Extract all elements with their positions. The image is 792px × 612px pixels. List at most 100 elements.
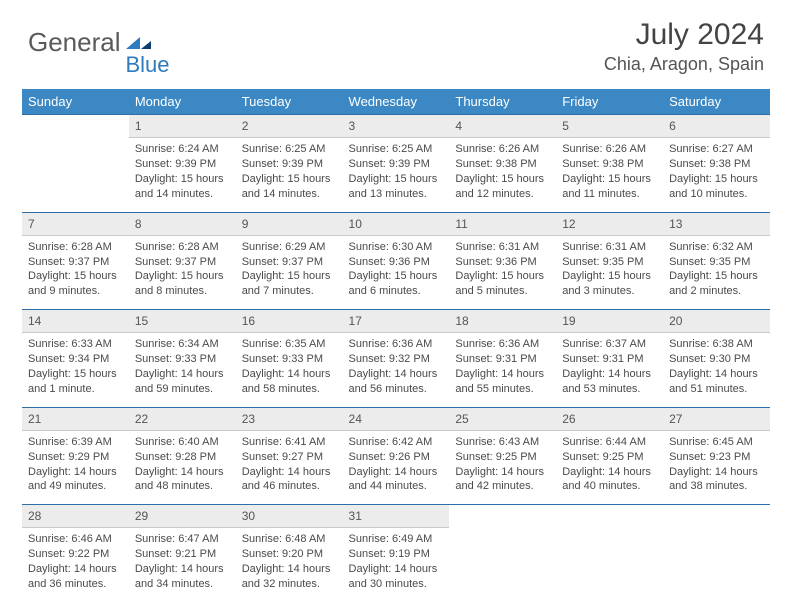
sunrise-line: Sunrise: 6:27 AM <box>669 142 764 157</box>
daylight-line: Daylight: 15 hours and 11 minutes. <box>562 172 657 202</box>
day-number-cell: 27 <box>663 407 770 430</box>
sunrise-line: Sunrise: 6:30 AM <box>349 240 444 255</box>
sunset-line: Sunset: 9:28 PM <box>135 450 230 465</box>
daylight-line: Daylight: 14 hours and 59 minutes. <box>135 367 230 397</box>
day-number-cell: 5 <box>556 115 663 138</box>
sunrise-line: Sunrise: 6:29 AM <box>242 240 337 255</box>
day-content-cell: Sunrise: 6:42 AMSunset: 9:26 PMDaylight:… <box>343 430 450 504</box>
daylight-line: Daylight: 15 hours and 7 minutes. <box>242 269 337 299</box>
sunset-line: Sunset: 9:22 PM <box>28 547 123 562</box>
day-number-cell: 24 <box>343 407 450 430</box>
day-content-cell: Sunrise: 6:36 AMSunset: 9:32 PMDaylight:… <box>343 333 450 407</box>
daylight-line: Daylight: 15 hours and 6 minutes. <box>349 269 444 299</box>
sunrise-line: Sunrise: 6:39 AM <box>28 435 123 450</box>
day-number-cell: 7 <box>22 212 129 235</box>
day-number-cell: 19 <box>556 310 663 333</box>
day-content-cell <box>556 528 663 602</box>
sunrise-line: Sunrise: 6:26 AM <box>562 142 657 157</box>
daylight-line: Daylight: 14 hours and 36 minutes. <box>28 562 123 592</box>
sunrise-line: Sunrise: 6:42 AM <box>349 435 444 450</box>
weekday-header: Friday <box>556 89 663 115</box>
brand-general: General <box>28 27 121 58</box>
daylight-line: Daylight: 15 hours and 14 minutes. <box>135 172 230 202</box>
day-content-cell: Sunrise: 6:25 AMSunset: 9:39 PMDaylight:… <box>236 138 343 212</box>
calendar-body: 123456Sunrise: 6:24 AMSunset: 9:39 PMDay… <box>22 115 770 602</box>
day-number-cell: 17 <box>343 310 450 333</box>
daylight-line: Daylight: 14 hours and 42 minutes. <box>455 465 550 495</box>
day-content-cell: Sunrise: 6:36 AMSunset: 9:31 PMDaylight:… <box>449 333 556 407</box>
daylight-line: Daylight: 15 hours and 12 minutes. <box>455 172 550 202</box>
sunset-line: Sunset: 9:32 PM <box>349 352 444 367</box>
sunrise-line: Sunrise: 6:48 AM <box>242 532 337 547</box>
sunset-line: Sunset: 9:34 PM <box>28 352 123 367</box>
weekday-header: Tuesday <box>236 89 343 115</box>
sunrise-line: Sunrise: 6:33 AM <box>28 337 123 352</box>
day-content-cell: Sunrise: 6:32 AMSunset: 9:35 PMDaylight:… <box>663 235 770 309</box>
day-content-cell: Sunrise: 6:40 AMSunset: 9:28 PMDaylight:… <box>129 430 236 504</box>
sunset-line: Sunset: 9:35 PM <box>562 255 657 270</box>
day-content-cell <box>663 528 770 602</box>
day-number-cell: 23 <box>236 407 343 430</box>
day-number-cell: 10 <box>343 212 450 235</box>
content-row: Sunrise: 6:39 AMSunset: 9:29 PMDaylight:… <box>22 430 770 504</box>
weekday-header-row: Sunday Monday Tuesday Wednesday Thursday… <box>22 89 770 115</box>
sunrise-line: Sunrise: 6:34 AM <box>135 337 230 352</box>
day-number-cell <box>556 505 663 528</box>
sunrise-line: Sunrise: 6:49 AM <box>349 532 444 547</box>
daylight-line: Daylight: 14 hours and 40 minutes. <box>562 465 657 495</box>
daylight-line: Daylight: 14 hours and 58 minutes. <box>242 367 337 397</box>
daylight-line: Daylight: 15 hours and 1 minute. <box>28 367 123 397</box>
sunset-line: Sunset: 9:36 PM <box>455 255 550 270</box>
sunset-line: Sunset: 9:39 PM <box>242 157 337 172</box>
day-number-cell: 11 <box>449 212 556 235</box>
sunset-line: Sunset: 9:33 PM <box>135 352 230 367</box>
day-number-cell: 26 <box>556 407 663 430</box>
day-number-cell: 8 <box>129 212 236 235</box>
sunset-line: Sunset: 9:35 PM <box>669 255 764 270</box>
day-content-cell: Sunrise: 6:24 AMSunset: 9:39 PMDaylight:… <box>129 138 236 212</box>
day-content-cell: Sunrise: 6:25 AMSunset: 9:39 PMDaylight:… <box>343 138 450 212</box>
sunset-line: Sunset: 9:33 PM <box>242 352 337 367</box>
sunrise-line: Sunrise: 6:45 AM <box>669 435 764 450</box>
day-content-cell: Sunrise: 6:35 AMSunset: 9:33 PMDaylight:… <box>236 333 343 407</box>
sunrise-line: Sunrise: 6:28 AM <box>135 240 230 255</box>
content-row: Sunrise: 6:24 AMSunset: 9:39 PMDaylight:… <box>22 138 770 212</box>
daynum-row: 21222324252627 <box>22 407 770 430</box>
daylight-line: Daylight: 14 hours and 51 minutes. <box>669 367 764 397</box>
weekday-header: Wednesday <box>343 89 450 115</box>
sunrise-line: Sunrise: 6:32 AM <box>669 240 764 255</box>
sunset-line: Sunset: 9:19 PM <box>349 547 444 562</box>
day-content-cell: Sunrise: 6:28 AMSunset: 9:37 PMDaylight:… <box>129 235 236 309</box>
sunset-line: Sunset: 9:31 PM <box>562 352 657 367</box>
day-number-cell: 28 <box>22 505 129 528</box>
sunrise-line: Sunrise: 6:26 AM <box>455 142 550 157</box>
sunset-line: Sunset: 9:25 PM <box>455 450 550 465</box>
sunrise-line: Sunrise: 6:31 AM <box>455 240 550 255</box>
day-number-cell: 30 <box>236 505 343 528</box>
sunrise-line: Sunrise: 6:25 AM <box>349 142 444 157</box>
day-number-cell: 16 <box>236 310 343 333</box>
day-content-cell: Sunrise: 6:28 AMSunset: 9:37 PMDaylight:… <box>22 235 129 309</box>
day-content-cell: Sunrise: 6:39 AMSunset: 9:29 PMDaylight:… <box>22 430 129 504</box>
day-content-cell: Sunrise: 6:49 AMSunset: 9:19 PMDaylight:… <box>343 528 450 602</box>
sunrise-line: Sunrise: 6:40 AM <box>135 435 230 450</box>
sunset-line: Sunset: 9:37 PM <box>28 255 123 270</box>
sunrise-line: Sunrise: 6:43 AM <box>455 435 550 450</box>
daylight-line: Daylight: 14 hours and 32 minutes. <box>242 562 337 592</box>
day-content-cell: Sunrise: 6:45 AMSunset: 9:23 PMDaylight:… <box>663 430 770 504</box>
daylight-line: Daylight: 15 hours and 9 minutes. <box>28 269 123 299</box>
sunrise-line: Sunrise: 6:47 AM <box>135 532 230 547</box>
sunset-line: Sunset: 9:38 PM <box>455 157 550 172</box>
daylight-line: Daylight: 14 hours and 34 minutes. <box>135 562 230 592</box>
brand-logo: General Blue <box>28 18 174 66</box>
day-content-cell: Sunrise: 6:47 AMSunset: 9:21 PMDaylight:… <box>129 528 236 602</box>
sunset-line: Sunset: 9:30 PM <box>669 352 764 367</box>
sunset-line: Sunset: 9:27 PM <box>242 450 337 465</box>
day-number-cell <box>663 505 770 528</box>
sunset-line: Sunset: 9:25 PM <box>562 450 657 465</box>
month-title: July 2024 <box>604 18 764 52</box>
sunset-line: Sunset: 9:23 PM <box>669 450 764 465</box>
day-content-cell: Sunrise: 6:30 AMSunset: 9:36 PMDaylight:… <box>343 235 450 309</box>
daylight-line: Daylight: 15 hours and 5 minutes. <box>455 269 550 299</box>
daylight-line: Daylight: 14 hours and 44 minutes. <box>349 465 444 495</box>
